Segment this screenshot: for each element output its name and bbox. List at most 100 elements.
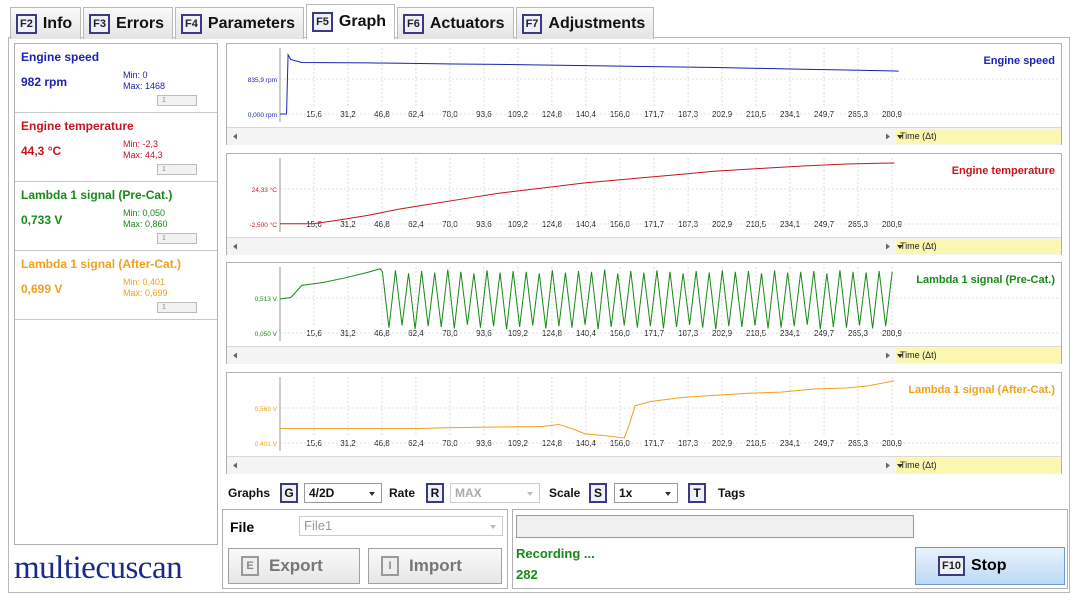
tab-label: Graph <box>338 13 387 30</box>
rate-label: Rate <box>389 486 416 500</box>
arrow-right <box>886 462 890 469</box>
tab-label: Errors <box>116 14 165 32</box>
dropdown-arrow <box>369 492 375 496</box>
file-select[interactable]: File1 <box>299 516 503 536</box>
time-label: Time (Δt) <box>900 131 937 141</box>
arrow-right <box>886 133 890 140</box>
arrow-right <box>886 243 890 250</box>
import-text: Import <box>409 556 462 575</box>
logo: multiecuscan <box>14 550 183 586</box>
time-select[interactable]: Time (Δt) <box>896 348 1061 364</box>
parameter-max: Max: 1468 <box>123 81 166 91</box>
graph-plot: 15,6 31,2 46,8 62,4 78,0 93,6 109,2 124,8 140,4 1… <box>248 48 1060 122</box>
arrow-down <box>897 354 903 359</box>
graph-panel: 15,6 31,2 46,8 62,4 78,0 93,6 109,2 124,8 140,4 1… <box>226 152 1062 255</box>
tab-label: Info <box>42 14 73 32</box>
tab[interactable]: F6 Actuators <box>397 7 514 39</box>
tab-key: F7 <box>521 13 543 34</box>
x-tick-label: 109,2 <box>508 329 529 338</box>
export-text: Export <box>269 556 323 575</box>
x-tick-label: 140,4 <box>576 220 597 229</box>
parameter: Lambda 1 signal (After-Cat.) 0,699 V Min: … <box>15 251 217 320</box>
dropdown-arrow <box>527 492 533 496</box>
file-label: File <box>230 519 255 535</box>
tab-key: F6 <box>403 13 424 34</box>
graph-panel: 15,6 31,2 46,8 62,4 78,0 93,6 109,2 124,8 140,4 1… <box>226 371 1062 474</box>
graph-plot: 15,6 31,2 46,8 62,4 78,0 93,6 109,2 124,8 140,4 1… <box>255 267 1060 342</box>
tab[interactable]: F2 Info <box>10 7 82 39</box>
parameter-value: 982 rpm <box>21 75 68 89</box>
parameter-name: Engine speed <box>21 50 100 64</box>
tab-label: Actuators <box>429 14 505 32</box>
parameter-min: Min: 0,401 <box>123 277 166 287</box>
scrollbar[interactable]: Time (Δt) <box>227 455 1061 474</box>
dropdown-arrow <box>897 244 903 249</box>
scale-select[interactable]: 1x <box>614 483 678 503</box>
export-button[interactable]: E Export <box>228 548 360 584</box>
arrow-left <box>233 243 237 250</box>
tab[interactable]: F5 Graph <box>306 4 396 39</box>
x-tick-label: 15,6 <box>306 220 322 229</box>
x-tick-label: 171,7 <box>644 329 665 338</box>
tab-key: F2 <box>16 13 37 34</box>
x-tick-label: 140,4 <box>576 110 597 119</box>
x-tick-label: 109,2 <box>508 439 529 448</box>
scale-key: S <box>589 483 607 503</box>
y-tick-label: 0,050 V <box>255 331 278 338</box>
scale-label: Scale <box>549 486 581 500</box>
x-tick-label: 234,1 <box>780 110 801 119</box>
x-tick-label: 265,3 <box>848 110 869 119</box>
progress-box <box>516 515 914 538</box>
scale-select[interactable]: 1 <box>157 164 197 175</box>
graphs-select[interactable]: 4/2D <box>304 483 382 503</box>
x-tick-label: 265,3 <box>848 329 869 338</box>
tab-label: Parameters <box>207 14 296 32</box>
parameter-name: Lambda 1 signal (Pre-Cat.) <box>21 188 173 202</box>
time-select[interactable]: Time (Δt) <box>896 129 1061 144</box>
graph-title: Lambda 1 signal (Pre-Cat.) <box>916 274 1055 286</box>
x-tick-label: 234,1 <box>780 439 801 448</box>
parameter-min: Min: -2,3 <box>123 139 159 149</box>
graphs-key: G <box>280 483 298 503</box>
arrow-down <box>897 463 903 468</box>
x-tick-label: 78,0 <box>442 220 458 229</box>
graph-title: Engine temperature <box>952 165 1055 177</box>
tab[interactable]: F7 Adjustments <box>515 7 655 39</box>
rate-select[interactable]: MAX <box>450 483 540 503</box>
export-key: E <box>241 556 259 576</box>
x-tick-label: 109,2 <box>508 220 529 229</box>
dropdown-arrow <box>897 354 903 359</box>
graphs-label: Graphs <box>228 486 271 500</box>
scale-select[interactable]: 1 <box>157 233 197 244</box>
parameter-name: Engine temperature <box>21 119 134 133</box>
y-tick-label: 0,569 V <box>255 406 278 413</box>
scrollbar[interactable]: Time (Δt) <box>227 236 1061 255</box>
recording-status: Recording ... <box>516 546 595 561</box>
time-select[interactable]: Time (Δt) <box>896 457 1061 473</box>
scroll-arrows <box>233 133 890 140</box>
import-button[interactable]: I Import <box>368 548 502 584</box>
tags-key[interactable]: T <box>688 483 706 503</box>
arrow-down <box>527 492 533 496</box>
time-select[interactable]: Time (Δt) <box>896 238 1061 254</box>
dropdown-arrow <box>897 463 903 468</box>
stop-button[interactable]: F10 Stop <box>915 547 1065 585</box>
parameter-max: Max: 44,3 <box>123 150 163 160</box>
tab[interactable]: F4 Parameters <box>175 7 305 39</box>
dropdown-arrow <box>897 135 903 139</box>
scrollbar[interactable]: Time (Δt) <box>227 127 1061 145</box>
y-tick-label: -2,500 °C <box>249 221 277 229</box>
arrow-right <box>886 352 890 359</box>
signal-line <box>280 52 899 115</box>
parameter-value: 0,699 V <box>21 282 63 296</box>
scale-select[interactable]: 1 <box>157 302 197 313</box>
scrollbar[interactable]: Time (Δt) <box>227 346 1061 365</box>
tab-label: Adjustments <box>548 14 646 32</box>
tab-key: F4 <box>181 13 202 34</box>
x-tick-label: 140,4 <box>576 329 597 338</box>
tab[interactable]: F3 Errors <box>83 7 174 39</box>
x-tick-label: 46,8 <box>374 110 390 119</box>
scale-select[interactable]: 1 <box>157 95 197 106</box>
x-tick-label: 15,6 <box>306 329 322 338</box>
x-tick-label: 202,9 <box>712 110 733 119</box>
